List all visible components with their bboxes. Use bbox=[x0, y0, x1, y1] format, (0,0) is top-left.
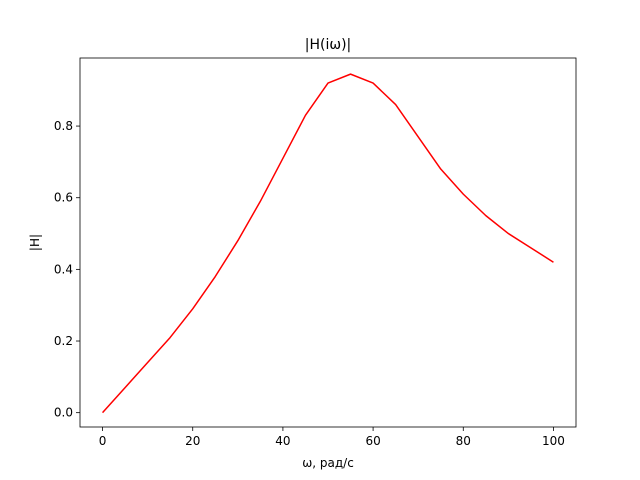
chart-title: |H(iω)| bbox=[305, 37, 352, 53]
y-axis-label: |H| bbox=[28, 234, 42, 251]
x-tick-label: 20 bbox=[185, 434, 200, 448]
x-axis-label: ω, рад/с bbox=[302, 456, 354, 470]
x-tick-label: 80 bbox=[456, 434, 471, 448]
y-tick-label: 0.2 bbox=[54, 334, 73, 348]
series-layer bbox=[101, 73, 554, 414]
x-tick-label: 40 bbox=[275, 434, 290, 448]
y-tick-label: 0.4 bbox=[54, 262, 73, 276]
y-axis-ticks: 0.0 0.2 0.4 0.6 0.8 bbox=[54, 119, 80, 420]
series-line-0 bbox=[101, 73, 554, 414]
x-axis-ticks: 0 20 40 60 80 100 bbox=[99, 427, 565, 448]
y-tick-label: 0.6 bbox=[54, 191, 73, 205]
y-tick-label: 0.0 bbox=[54, 406, 73, 420]
x-tick-label: 60 bbox=[365, 434, 380, 448]
x-tick-label: 100 bbox=[542, 434, 565, 448]
y-tick-label: 0.8 bbox=[54, 119, 73, 133]
plot-area bbox=[79, 57, 577, 428]
axes-frame bbox=[79, 57, 577, 428]
x-tick-label: 0 bbox=[99, 434, 107, 448]
